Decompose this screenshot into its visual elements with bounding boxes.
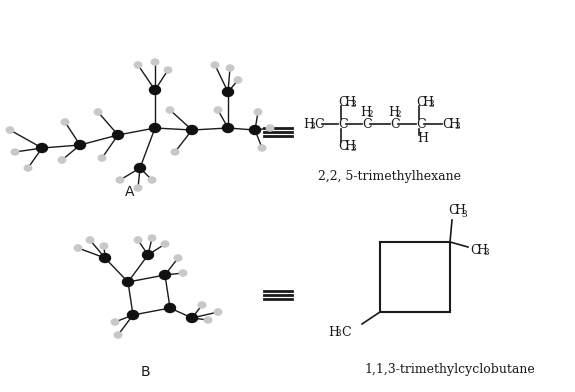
Ellipse shape <box>116 177 124 183</box>
Ellipse shape <box>75 140 86 149</box>
Text: A: A <box>125 185 135 199</box>
Text: C: C <box>338 96 348 109</box>
Ellipse shape <box>164 303 175 312</box>
Ellipse shape <box>214 107 222 113</box>
Text: H: H <box>328 325 339 339</box>
Ellipse shape <box>250 125 260 134</box>
Ellipse shape <box>223 87 233 96</box>
Ellipse shape <box>211 62 219 68</box>
Text: C: C <box>416 118 426 131</box>
Ellipse shape <box>111 319 119 325</box>
Text: 3: 3 <box>309 122 315 131</box>
Text: H: H <box>388 105 399 118</box>
Ellipse shape <box>204 317 212 323</box>
Text: C: C <box>390 118 400 131</box>
Text: C: C <box>338 140 348 152</box>
Text: 3: 3 <box>428 100 434 109</box>
Text: 3: 3 <box>350 143 355 152</box>
Ellipse shape <box>164 67 172 73</box>
Ellipse shape <box>150 123 160 132</box>
Text: 3: 3 <box>454 122 459 131</box>
Ellipse shape <box>159 270 171 279</box>
Ellipse shape <box>258 145 266 151</box>
Ellipse shape <box>36 143 48 152</box>
Ellipse shape <box>114 332 122 338</box>
Text: 2: 2 <box>367 109 373 118</box>
Text: 1,1,3-trimethylcyclobutane: 1,1,3-trimethylcyclobutane <box>365 363 535 376</box>
Text: H: H <box>303 118 314 131</box>
Ellipse shape <box>122 278 133 287</box>
Ellipse shape <box>99 254 110 263</box>
Text: C: C <box>416 96 426 109</box>
Ellipse shape <box>11 149 19 155</box>
Ellipse shape <box>134 62 142 68</box>
Text: 3: 3 <box>350 100 355 109</box>
Ellipse shape <box>186 125 197 134</box>
Ellipse shape <box>171 149 179 155</box>
Text: B: B <box>140 365 150 379</box>
Text: C: C <box>470 243 480 256</box>
Text: 2,2, 5-trimethylhexane: 2,2, 5-trimethylhexane <box>319 169 462 183</box>
Ellipse shape <box>6 127 14 133</box>
Ellipse shape <box>74 245 82 251</box>
Ellipse shape <box>151 59 159 65</box>
Text: H: H <box>476 243 487 256</box>
Ellipse shape <box>128 310 139 319</box>
Text: C: C <box>341 325 351 339</box>
Text: 2: 2 <box>395 109 401 118</box>
Ellipse shape <box>148 177 156 183</box>
Text: H: H <box>448 118 459 131</box>
Ellipse shape <box>150 85 160 94</box>
Ellipse shape <box>254 109 262 115</box>
Text: C: C <box>314 118 324 131</box>
Ellipse shape <box>134 237 142 243</box>
Ellipse shape <box>214 309 222 315</box>
Ellipse shape <box>179 270 187 276</box>
Ellipse shape <box>113 131 124 140</box>
Ellipse shape <box>148 235 156 241</box>
Text: C: C <box>448 204 458 217</box>
Ellipse shape <box>174 255 182 261</box>
Ellipse shape <box>161 241 169 247</box>
Text: C: C <box>362 118 371 131</box>
Ellipse shape <box>61 119 69 125</box>
Ellipse shape <box>266 125 274 131</box>
Text: H: H <box>344 96 355 109</box>
Text: C: C <box>442 118 451 131</box>
Text: H: H <box>344 140 355 152</box>
Ellipse shape <box>98 155 106 161</box>
Ellipse shape <box>143 250 154 260</box>
Ellipse shape <box>94 109 102 115</box>
Ellipse shape <box>135 163 145 172</box>
Text: H: H <box>454 204 465 217</box>
Ellipse shape <box>226 65 234 71</box>
Ellipse shape <box>166 107 174 113</box>
Text: 3: 3 <box>461 210 467 219</box>
Ellipse shape <box>134 185 142 191</box>
Text: 3: 3 <box>335 330 340 339</box>
Ellipse shape <box>24 165 32 171</box>
Text: C: C <box>338 118 348 131</box>
Ellipse shape <box>86 237 94 243</box>
Ellipse shape <box>58 157 66 163</box>
Text: H: H <box>417 131 428 145</box>
Ellipse shape <box>198 302 206 308</box>
Ellipse shape <box>234 77 242 83</box>
Ellipse shape <box>223 123 233 132</box>
Text: 3: 3 <box>483 247 489 256</box>
Ellipse shape <box>186 314 197 323</box>
Text: H: H <box>422 96 433 109</box>
Text: H: H <box>360 105 371 118</box>
Ellipse shape <box>100 243 108 249</box>
